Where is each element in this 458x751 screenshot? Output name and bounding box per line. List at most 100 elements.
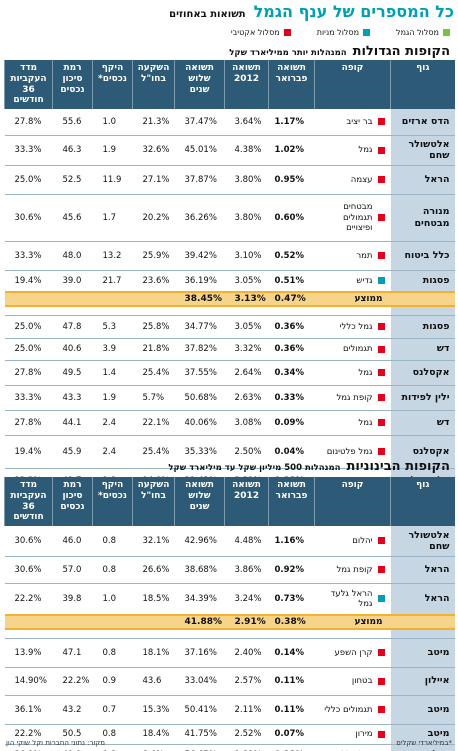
cell-assets: 1.9: [92, 135, 133, 166]
separator-blank: [224, 629, 269, 639]
legend-item-active: מסלול אקטיבי: [231, 28, 291, 37]
table-row: מיטב תגמולים כללי 0.11% 2.11% 50.41% 15.3% 0.7…: [4, 695, 455, 725]
separator-blank: [52, 306, 93, 316]
cell-y3: 41.75%: [174, 724, 225, 745]
cell-index: 25.0%: [4, 338, 53, 361]
fund-cell: תגמולים כללי: [314, 695, 391, 725]
cell-y2012: 2.64%: [224, 360, 269, 386]
column-header: תשואה שלוש שנים: [174, 60, 225, 110]
fund-name: גמל: [358, 145, 373, 156]
column-header: מדד העקביות 36 חודשים: [4, 477, 53, 527]
separator-blank: [314, 629, 391, 639]
cell-risk: 46.0: [52, 526, 93, 557]
fund-wrap: קרן השפע: [317, 648, 385, 658]
fund-cell: עצמה: [314, 165, 391, 195]
cell-abroad: 5.7%: [132, 385, 175, 411]
cell-y3: 37.55%: [174, 360, 225, 386]
table-row: ילין לפידות קופת גמל 0.33% 2.63% 50.68% 5.7% 1…: [4, 385, 455, 411]
fund-cell: גדיש: [314, 270, 391, 293]
cell-abroad: 18.4%: [132, 724, 175, 745]
cell-index: 25.0%: [4, 165, 53, 195]
column-header: קופה: [314, 60, 391, 110]
column-header: היקף נכסים*: [92, 477, 133, 527]
page-header: כל המספרים של ענף הגמל תשואות באחוזים: [4, 2, 454, 22]
page-subtitle: תשואות באחוזים: [169, 9, 246, 20]
average-feb: 0.38%: [268, 614, 315, 631]
cell-assets: 0.8: [92, 724, 133, 745]
table-header-row: גוף קופה תשואה פברואר תשואה 2012 תשואה שלוש …: [4, 477, 455, 527]
cell-assets: 5.3: [92, 315, 133, 339]
cell-assets: 21.7: [92, 270, 133, 293]
cell-abroad: 15.3%: [132, 695, 175, 725]
legend-item-gmal: מסלול הגמל: [396, 28, 450, 37]
column-header: מדד העקביות 36 חודשים: [4, 60, 53, 110]
table-row: פסגות גדיש 0.51% 3.05% 36.19% 23.6% 21.7 39.0 19…: [4, 270, 455, 293]
cell-y3: 50.68%: [174, 385, 225, 411]
cell-y3: 35.33%: [174, 435, 225, 469]
body-name: מיטב: [390, 724, 455, 745]
cell-y2012: 3.10%: [224, 241, 269, 271]
fund-wrap: הראל גלעד גמל: [317, 589, 385, 609]
fund-color-square-icon: [377, 448, 385, 456]
footer-note: *במיליארדי שקלים: [396, 739, 452, 747]
cell-risk: 44.1: [52, 410, 93, 436]
cell-feb: 0.04%: [268, 435, 315, 469]
section-mid-title: הקופות הבינוניות המנהלות 500 מיליון שקל …: [8, 459, 450, 474]
body-name: אקסלנס: [390, 360, 455, 386]
cell-assets: 1.4: [92, 360, 133, 386]
separator-blank: [4, 629, 53, 639]
cell-index: 19.4%: [4, 270, 53, 293]
cell-index: 27.8%: [4, 109, 53, 136]
cell-abroad: 27.1%: [132, 165, 175, 195]
fund-color-square-icon: [377, 345, 385, 353]
cell-feb: 0.60%: [268, 194, 315, 242]
fund-cell: תגמולים: [314, 338, 391, 361]
table-row: הדס ארזים בר יציב 1.17% 3.64% 37.47% 21.3% 1.0…: [4, 109, 455, 136]
cell-y2012: 2.40%: [224, 638, 269, 668]
cell-y2012: 2.63%: [224, 385, 269, 411]
cell-assets: 0.9: [92, 667, 133, 696]
cell-index: 22.2%: [4, 583, 53, 616]
table-row: דש תגמולים 0.36% 3.32% 37.82% 21.8% 3.9 40.6 25.…: [4, 338, 455, 361]
cell-assets: 2.4: [92, 410, 133, 436]
fund-cell: גמל: [314, 135, 391, 166]
cell-assets: 0.7: [92, 695, 133, 725]
separator-blank: [132, 306, 175, 316]
body-name: אלטשולר שחם: [390, 135, 455, 166]
average-blank: [132, 614, 175, 631]
average-3y: 38.45%: [174, 291, 225, 308]
fund-wrap: תגמולים כללי: [317, 705, 385, 715]
separator-gof: [390, 629, 455, 639]
fund-name: גמל פלטינום: [326, 446, 373, 457]
column-header: תשואה פברואר: [268, 60, 315, 110]
column-header: גוף: [390, 60, 455, 110]
cell-risk: 43.3: [52, 385, 93, 411]
cell-assets: 1.0: [92, 109, 133, 136]
cell-abroad: 32.1%: [132, 526, 175, 557]
fund-wrap: גדיש: [317, 276, 385, 286]
fund-cell: תמר: [314, 241, 391, 271]
fund-cell: בטחון: [314, 667, 391, 696]
column-header: תשואה שלוש שנים: [174, 477, 225, 527]
column-header: תשואה פברואר: [268, 477, 315, 527]
cell-feb: 0.34%: [268, 360, 315, 386]
cell-index: 14.90%: [4, 667, 53, 696]
column-header: היקף נכסים*: [92, 60, 133, 110]
cell-feb: 1.16%: [268, 526, 315, 557]
cell-feb: 0.07%: [268, 724, 315, 745]
column-header: רמת סיכון נכסים: [52, 60, 93, 110]
footer-source: מקור: נתוני החברות וקל שוקי הון: [6, 739, 106, 747]
fund-wrap: גמל: [317, 418, 385, 428]
body-name: איילון: [390, 667, 455, 696]
average-row: ממוצע 0.38% 2.91% 41.88%: [4, 614, 455, 631]
average-blank: [92, 291, 133, 308]
cell-y2012: 3.08%: [224, 410, 269, 436]
cell-y3: 56.65%: [174, 744, 225, 751]
table-row: מיטב מירון 0.07% 2.52% 41.75% 18.4% 0.8 50.5 22.…: [4, 724, 455, 745]
legend-label: מסלול הגמל: [396, 27, 439, 37]
fund-cell: הראל גלעד גמל: [314, 583, 391, 616]
average-blank: [390, 291, 455, 308]
fund-cell: מבטחים תגמולים ופיצויים: [314, 194, 391, 242]
cell-y2012: 3.05%: [224, 270, 269, 293]
table-row: אלטשולר שחם גמל 1.02% 4.38% 45.01% 32.6% 1.9 46…: [4, 135, 455, 166]
